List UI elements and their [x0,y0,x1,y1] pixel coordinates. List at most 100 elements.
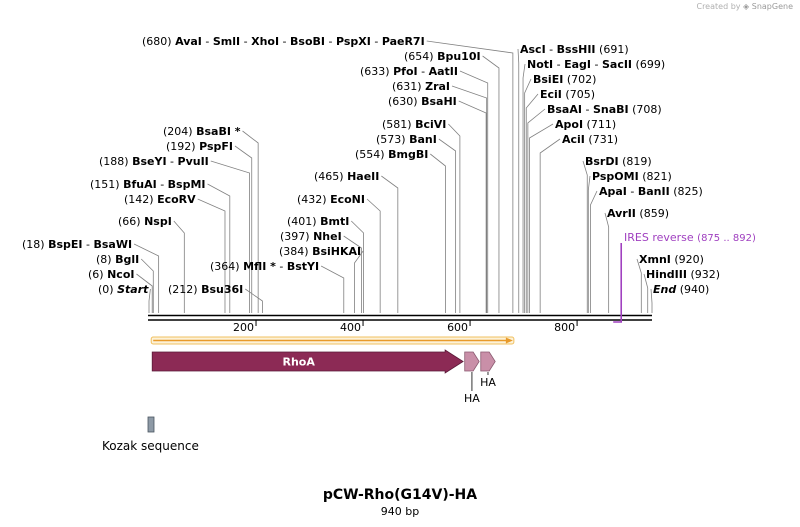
site-label-bseyi[interactable]: (188) BseYI - PvuII [99,155,209,168]
enzyme-name: Bsu36I [201,283,243,296]
enzyme-name: PspXI [336,35,371,48]
site-position: (401) [287,215,317,228]
site-position: (397) [280,230,310,243]
site-label-bsu36i[interactable]: (212) Bsu36I [168,283,243,296]
site-position: (0) [98,283,114,296]
site-position: (654) [404,50,434,63]
site-position: (204) [163,125,193,138]
site-label-ncoi[interactable]: (6) NcoI [88,268,134,281]
site-label-bsihkai[interactable]: (384) BsiHKAI [279,245,361,258]
enzyme-name: End [653,283,676,296]
position-ruler: 200 400 600 800 [233,320,578,334]
leader-line-asci [517,48,520,313]
site-label-bpu10i[interactable]: (654) Bpu10I [404,50,481,63]
credit-prefix: Created by [696,2,741,11]
site-label-bani[interactable]: (573) BanI [376,133,437,146]
site-label-bsrdi[interactable]: BsrDI (819) [585,155,652,168]
leader-line-bsu36i [245,288,263,313]
enzyme-name: HaeII [347,170,379,183]
feature-ha2[interactable]: HA [480,351,496,389]
site-label-mfli[interactable]: (364) MflI * - BstYI [210,260,319,273]
site-label-apai[interactable]: ApaI - BanII (825) [599,185,703,198]
site-label-asci[interactable]: AscI - BssHII (691) [520,43,629,56]
site-label-acii[interactable]: AciI (731) [562,133,618,146]
methylation-star: * [266,260,276,273]
site-position: (708) [632,103,662,116]
site-label-bsabi[interactable]: (204) BsaBI * [163,125,241,138]
feature-ha1[interactable]: HA [464,351,480,405]
site-label-bspei[interactable]: (18) BspEI - BsaWI [22,238,132,251]
site-label-pspomi[interactable]: PspOMI (821) [592,170,672,183]
enzyme-name: PspFI [199,140,233,153]
site-label-haeii[interactable]: (465) HaeII [314,170,379,183]
enzyme-name: PvuII [178,155,209,168]
site-label-econi[interactable]: (432) EcoNI [297,193,365,206]
enzyme-name: ApaI [599,185,627,198]
leader-line-xmni [636,258,642,313]
enzyme-name: BssHII [557,43,596,56]
site-label-bcivi[interactable]: (581) BciVI [382,118,446,131]
site-label-xmni[interactable]: XmnI (920) [639,253,704,266]
kozak-box [147,416,155,433]
kozak-label: Kozak sequence [102,439,199,453]
site-position: (8) [96,253,112,266]
enzyme-name: BfuAI [123,178,157,191]
enzyme-name: BsiHKAI [312,245,361,258]
site-label-nspi[interactable]: (66) NspI [118,215,172,228]
dna-backbone [148,314,652,321]
site-label-nhei[interactable]: (397) NheI [280,230,342,243]
kozak-feature[interactable]: Kozak sequence [102,416,199,453]
enzyme-name: NcoI [107,268,134,281]
site-label-ecii[interactable]: EciI (705) [540,88,595,101]
primer-name: IRES reverse [624,231,694,244]
site-label-bmti[interactable]: (401) BmtI [287,215,349,228]
leader-line-mfli [320,265,345,313]
site-label-pspfi[interactable]: (192) PspFI [166,140,233,153]
site-label-bsiei[interactable]: BsiEI (702) [533,73,596,86]
primer-ires-reverse[interactable]: IRES reverse (875 .. 892) [613,231,756,323]
site-label-zrai[interactable]: (631) ZraI [392,80,450,93]
site-label-apoi[interactable]: ApoI (711) [555,118,616,131]
enzyme-name: BciVI [415,118,446,131]
leader-line-end [650,288,653,313]
site-position: (142) [124,193,154,206]
plasmid-length: 940 bp [380,505,420,518]
orf-arrow[interactable] [150,336,515,345]
site-label-avai[interactable]: (680) AvaI - SmlI - XhoI - BsoBI - PspXI… [142,35,425,48]
feature-rhoa[interactable]: RhoA [151,349,464,374]
site-label-bgli[interactable]: (8) BglI [96,253,139,266]
feature-label: HA [464,392,480,405]
site-label-pfoi[interactable]: (633) PfoI - AatII [360,65,458,78]
site-position: (699) [636,58,666,71]
leader-line-hindiii [643,273,649,313]
leader-line-pspomi [587,175,591,313]
enzyme-name: HindIII [646,268,687,281]
site-label-bfuai[interactable]: (151) BfuAI - BspMI [90,178,206,191]
feature-label: RhoA [282,356,315,369]
leader-line-avai [426,40,514,313]
site-label-bmgbi[interactable]: (554) BmgBI [355,148,428,161]
enzyme-name: XhoI [251,35,279,48]
enzyme-name: BmtI [320,215,349,228]
site-label-end[interactable]: End (940) [653,283,709,296]
leader-line-bsabi [242,130,259,313]
site-label-ecorv[interactable]: (142) EcoRV [124,193,196,206]
site-label-noti[interactable]: NotI - EagI - SacII (699) [527,58,665,71]
site-position: (705) [565,88,595,101]
site-label-hindiii[interactable]: HindIII (932) [646,268,720,281]
enzyme-name: BsiEI [533,73,563,86]
site-label-bsaai[interactable]: BsaAI - SnaBI (708) [547,103,662,116]
site-label-bsahi[interactable]: (630) BsaHI [388,95,457,108]
site-position: (711) [587,118,617,131]
site-position: (633) [360,65,390,78]
enzyme-name: AciI [562,133,585,146]
enzyme-name: AvaI [175,35,202,48]
leader-line-bpu10i [482,55,500,313]
site-label-start[interactable]: (0) Start [98,283,149,296]
enzyme-name: PfoI [393,65,418,78]
site-position: (680) [142,35,172,48]
enzyme-name: EciI [540,88,562,101]
enzyme-name: ZraI [425,80,450,93]
site-label-avrii[interactable]: AvrII (859) [607,207,669,220]
leader-line-haeii [381,175,399,313]
